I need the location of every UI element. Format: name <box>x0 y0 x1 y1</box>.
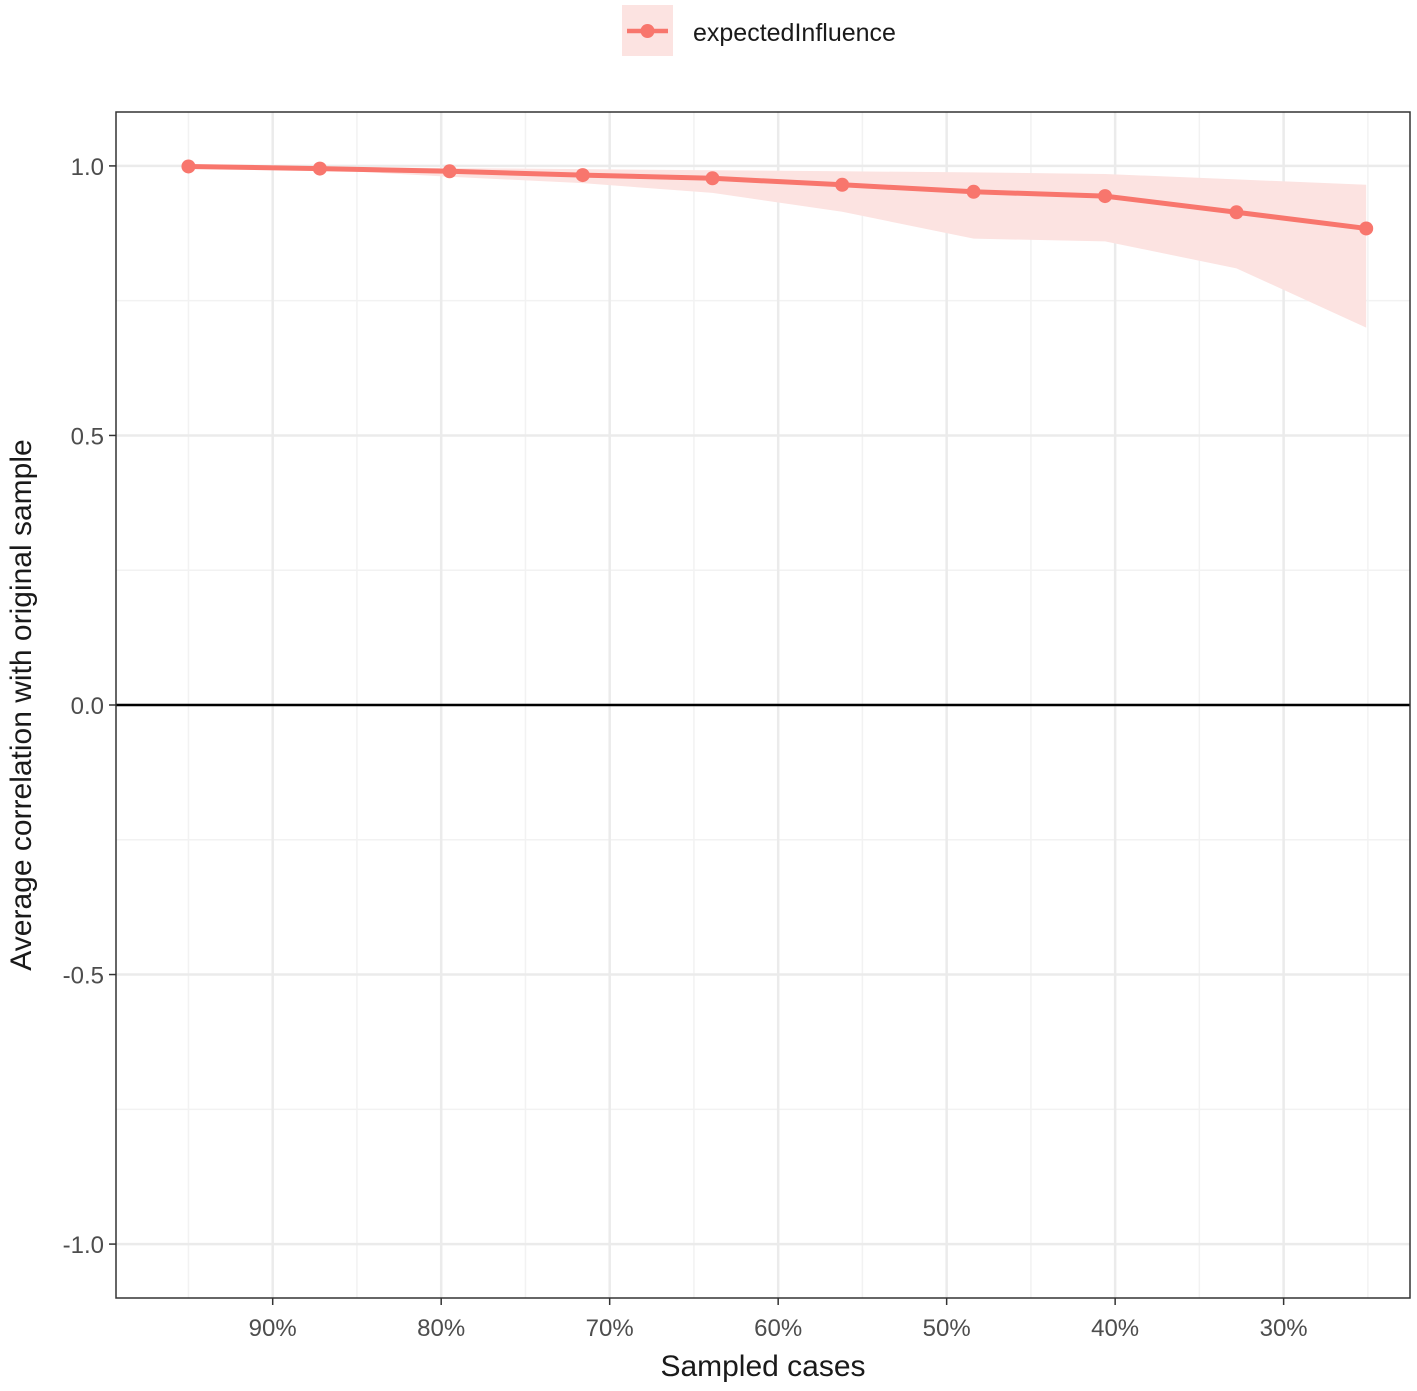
y-tick-label: 1.0 <box>71 154 104 181</box>
data-point <box>835 177 850 192</box>
legend-label: expectedInfluence <box>693 19 896 47</box>
x-tick-label: 30% <box>1260 1315 1308 1342</box>
data-point <box>1359 221 1374 236</box>
x-axis-title: Sampled cases <box>660 1350 865 1383</box>
data-point <box>966 184 981 199</box>
x-axis: 90% 80% 70% 60% 50% 40% 30% <box>249 1298 1308 1342</box>
x-tick-label: 70% <box>586 1315 634 1342</box>
data-point <box>575 168 590 183</box>
data-point <box>1229 205 1244 220</box>
ribbon-layer <box>188 165 1367 328</box>
data-point <box>442 164 457 179</box>
series-layer <box>181 159 1374 236</box>
x-tick-label: 60% <box>754 1315 802 1342</box>
y-axis: 1.0 0.5 0.0 -0.5 -1.0 <box>63 154 116 1259</box>
series-line <box>185 163 1369 231</box>
legend-key-point <box>640 24 655 38</box>
data-point <box>312 161 327 176</box>
x-tick-label: 90% <box>249 1315 297 1342</box>
y-tick-label: -1.0 <box>63 1232 104 1259</box>
data-point <box>705 171 720 186</box>
confidence-ribbon <box>188 165 1367 328</box>
y-tick-label: 0.5 <box>71 423 104 450</box>
legend: expectedInfluence <box>622 5 896 56</box>
y-tick-label: -0.5 <box>63 963 104 990</box>
data-point <box>1098 189 1113 204</box>
x-tick-label: 50% <box>923 1315 971 1342</box>
y-axis-title: Average correlation with original sample <box>5 439 38 970</box>
data-point <box>181 159 196 174</box>
x-tick-label: 40% <box>1091 1315 1139 1342</box>
y-tick-label: 0.0 <box>71 693 104 720</box>
x-tick-label: 80% <box>417 1315 465 1342</box>
